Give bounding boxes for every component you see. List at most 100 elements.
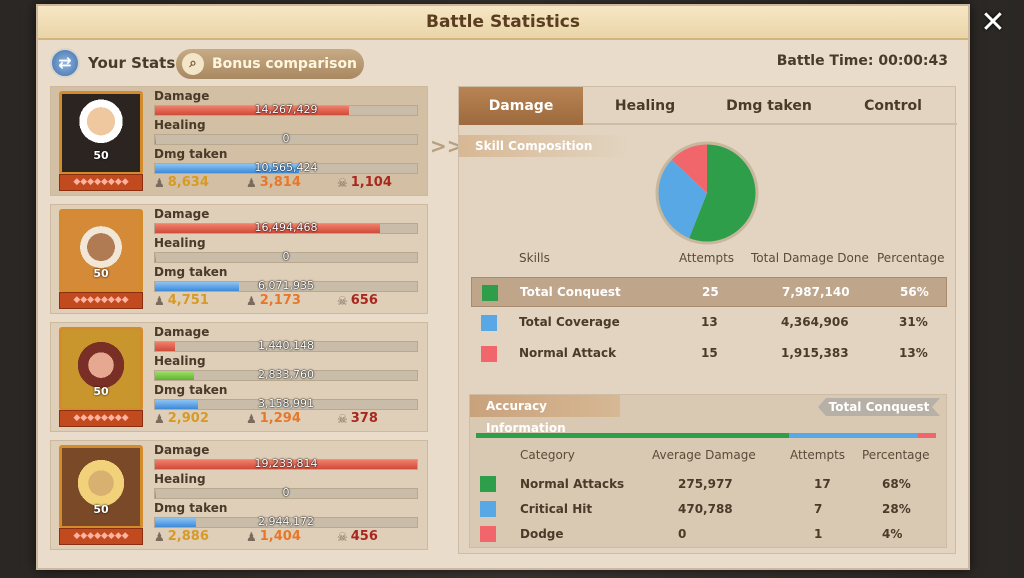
skill-row[interactable]: Normal Attack 15 1,915,383 13% bbox=[471, 339, 947, 369]
acc-attempts: 1 bbox=[814, 527, 823, 541]
stat-count-3: ☠ 1,104 bbox=[337, 175, 392, 190]
accuracy-section: Accuracy Information Total Conquest Cate… bbox=[469, 394, 947, 548]
skill-pct: 13% bbox=[899, 346, 928, 360]
accuracy-bar-segment bbox=[476, 433, 789, 438]
damage-bar: 19,233,814 bbox=[154, 457, 418, 470]
col-skills: Skills bbox=[519, 251, 550, 265]
tab-healing[interactable]: Healing bbox=[614, 98, 676, 114]
skill-total: 1,915,383 bbox=[781, 346, 849, 360]
col-attempts: Attempts bbox=[679, 251, 735, 265]
stat-count-3: ☠ 456 bbox=[337, 529, 378, 544]
dmg-taken-label: Dmg taken bbox=[154, 501, 228, 515]
healing-value: 2,833,760 bbox=[258, 368, 314, 381]
stat-1-value: 2,886 bbox=[167, 529, 209, 544]
hero-level: 50 bbox=[93, 385, 109, 398]
stat-count-3: ☠ 656 bbox=[337, 293, 378, 308]
dmg-taken-bar: 10,565,424 bbox=[154, 161, 418, 174]
skill-attempts: 25 bbox=[702, 285, 719, 299]
dmg-taken-value: 2,944,172 bbox=[258, 515, 314, 528]
healing-bar: 0 bbox=[154, 132, 418, 145]
acc-attempts: 7 bbox=[814, 502, 823, 516]
hero-card[interactable]: 50 ◆◆◆◆◆◆◆◆ Damage 14,267,429 Healing 0 … bbox=[50, 86, 428, 196]
acc-pct: 68% bbox=[882, 477, 911, 491]
hero-level: 50 bbox=[93, 503, 109, 516]
skull-icon: ☠ bbox=[337, 175, 348, 190]
acc-pct: 4% bbox=[882, 527, 903, 541]
skill-row[interactable]: Total Coverage 13 4,364,906 31% bbox=[471, 308, 947, 338]
hero-counts: ♟ 4,751 ♟ 2,173 ☠ 656 bbox=[154, 293, 424, 311]
healing-label: Healing bbox=[154, 354, 206, 368]
bonus-comparison-label: Bonus comparison bbox=[212, 56, 358, 72]
hero-counts: ♟ 2,902 ♟ 1,294 ☠ 378 bbox=[154, 411, 424, 429]
tab-control[interactable]: Control bbox=[864, 98, 922, 114]
bonus-comparison-button[interactable]: ⌕ Bonus comparison bbox=[176, 49, 364, 79]
accuracy-bar-segment bbox=[788, 433, 918, 438]
double-chevron-right-icon: >> bbox=[430, 134, 464, 158]
hero-portrait bbox=[59, 91, 143, 175]
color-swatch bbox=[480, 476, 496, 492]
col-acc-attempts: Attempts bbox=[790, 448, 846, 462]
avg-damage: 275,977 bbox=[678, 477, 733, 491]
tab-dmg-taken[interactable]: Dmg taken bbox=[726, 98, 812, 114]
search-icon: ⌕ bbox=[182, 53, 204, 75]
hero-card[interactable]: 50 ◆◆◆◆◆◆◆◆ Damage 1,440,148 Healing 2,8… bbox=[50, 322, 428, 432]
dmg-taken-label: Dmg taken bbox=[154, 147, 228, 161]
skill-composition-header: Skill Composition bbox=[459, 135, 629, 157]
pie-slice-normal-attack bbox=[670, 143, 707, 193]
hero-counts: ♟ 2,886 ♟ 1,404 ☠ 456 bbox=[154, 529, 424, 547]
close-icon[interactable]: ✕ bbox=[980, 5, 1006, 40]
stat-count-1: ♟ 8,634 bbox=[154, 175, 209, 190]
color-swatch bbox=[480, 501, 496, 517]
acc-attempts: 17 bbox=[814, 477, 831, 491]
hero-level: 50 bbox=[93, 267, 109, 280]
page-title: Battle Statistics bbox=[425, 12, 581, 32]
skill-total: 4,364,906 bbox=[781, 315, 849, 329]
stat-3-value: 456 bbox=[350, 529, 378, 544]
dmg-taken-value: 10,565,424 bbox=[254, 161, 318, 174]
tab-damage[interactable]: Damage bbox=[459, 87, 583, 125]
dmg-taken-label: Dmg taken bbox=[154, 383, 228, 397]
your-stats-toggle[interactable]: ⇄ Your Stats bbox=[50, 48, 175, 78]
skill-name: Total Coverage bbox=[519, 315, 620, 329]
accuracy-bar bbox=[476, 433, 936, 438]
dmg-taken-bar: 6,071,935 bbox=[154, 279, 418, 292]
star-rating: ◆◆◆◆◆◆◆◆ bbox=[59, 528, 143, 545]
dmg-taken-bar: 2,944,172 bbox=[154, 515, 418, 528]
stat-1-value: 8,634 bbox=[167, 175, 209, 190]
stat-3-value: 656 bbox=[350, 293, 378, 308]
swap-icon[interactable]: ⇄ bbox=[50, 48, 80, 78]
skill-row[interactable]: Total Conquest 25 7,987,140 56% bbox=[471, 277, 947, 307]
skull-icon: ☠ bbox=[337, 529, 348, 544]
col-percentage: Percentage bbox=[877, 251, 945, 265]
soldier-icon: ♟ bbox=[154, 293, 165, 308]
accuracy-row: Critical Hit 470,788 7 28% bbox=[470, 498, 948, 522]
skill-pie-chart bbox=[655, 141, 759, 245]
star-rating: ◆◆◆◆◆◆◆◆ bbox=[59, 292, 143, 309]
healing-value: 0 bbox=[282, 486, 290, 499]
stat-tabs: Damage Healing Dmg taken Control bbox=[459, 87, 957, 125]
stat-2-value: 1,404 bbox=[259, 529, 301, 544]
wounded-icon: ♟ bbox=[246, 529, 257, 544]
hero-card[interactable]: 50 ◆◆◆◆◆◆◆◆ Damage 16,494,468 Healing 0 … bbox=[50, 204, 428, 314]
color-swatch bbox=[481, 346, 497, 362]
stat-count-1: ♟ 2,902 bbox=[154, 411, 209, 426]
hero-card[interactable]: 50 ◆◆◆◆◆◆◆◆ Damage 19,233,814 Healing 0 … bbox=[50, 440, 428, 550]
skill-name: Normal Attack bbox=[519, 346, 617, 360]
hero-list: 50 ◆◆◆◆◆◆◆◆ Damage 14,267,429 Healing 0 … bbox=[50, 86, 428, 554]
soldier-icon: ♟ bbox=[154, 175, 165, 190]
stat-1-value: 2,902 bbox=[167, 411, 209, 426]
col-total-damage: Total Damage Done bbox=[751, 251, 869, 265]
damage-label: Damage bbox=[154, 443, 210, 457]
category-name: Normal Attacks bbox=[520, 477, 625, 491]
healing-label: Healing bbox=[154, 118, 206, 132]
color-swatch bbox=[480, 526, 496, 542]
pie-slice-total-coverage bbox=[657, 158, 707, 240]
stats-detail-panel: Damage Healing Dmg taken Control Skill C… bbox=[458, 86, 957, 554]
healing-bar: 0 bbox=[154, 486, 418, 499]
accuracy-header: Accuracy Information bbox=[470, 395, 620, 435]
star-rating: ◆◆◆◆◆◆◆◆ bbox=[59, 174, 143, 191]
healing-value: 0 bbox=[282, 250, 290, 263]
stat-count-2: ♟ 1,404 bbox=[246, 529, 301, 544]
stat-count-2: ♟ 2,173 bbox=[246, 293, 301, 308]
stat-3-value: 1,104 bbox=[350, 175, 392, 190]
